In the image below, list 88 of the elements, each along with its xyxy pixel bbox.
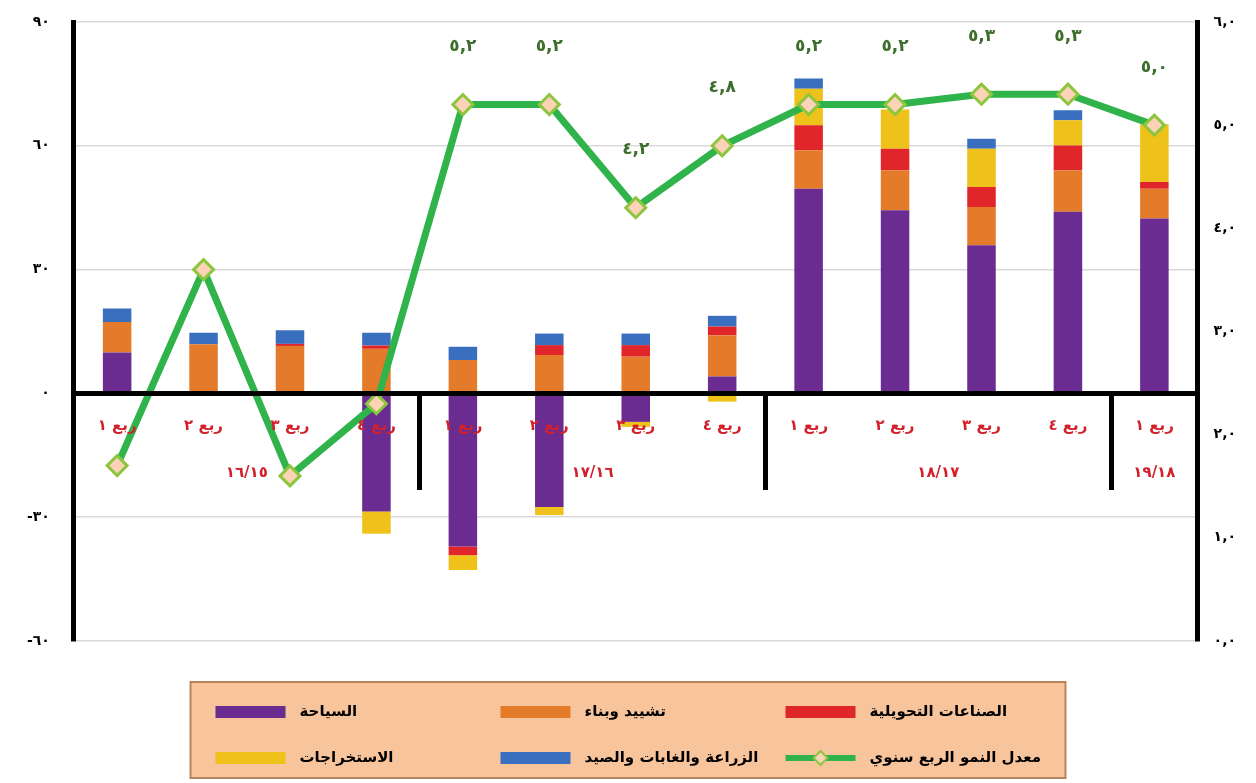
x-tick-label: ربع ١ xyxy=(1134,416,1174,435)
data-label: ٥,٠ xyxy=(1140,55,1168,76)
x-tick-label: ربع ٤ xyxy=(1048,416,1088,435)
bar xyxy=(448,346,478,360)
bar xyxy=(967,138,996,149)
y-tick-label: ٩٠ xyxy=(32,12,50,29)
bar xyxy=(275,330,305,344)
y2-tick-label: ٠,٠ xyxy=(1213,631,1237,648)
annotation: ١٧/١٦ xyxy=(571,463,614,482)
bar xyxy=(621,333,651,346)
bar xyxy=(707,326,737,336)
bar xyxy=(1140,218,1169,393)
bar xyxy=(707,335,737,377)
bar xyxy=(967,187,996,207)
x-tick-label: ربع ٢ xyxy=(875,416,915,435)
y-tick-label: -٣٠ xyxy=(26,507,50,524)
x-tick-label: ربع ٢ xyxy=(184,416,224,435)
bar xyxy=(967,206,996,246)
legend-label: السياحة xyxy=(299,701,358,720)
bar xyxy=(535,333,564,346)
data-label: ٥,٢ xyxy=(881,34,910,55)
bar xyxy=(102,352,132,393)
bar xyxy=(275,343,305,346)
bar xyxy=(707,315,737,327)
bar xyxy=(448,546,478,556)
bar xyxy=(1140,188,1169,219)
bar xyxy=(1053,120,1083,146)
bar xyxy=(1053,170,1083,212)
bar xyxy=(880,109,910,149)
bar xyxy=(621,356,651,393)
bar xyxy=(880,170,910,211)
bar xyxy=(707,376,737,393)
data-label: ٥,٢ xyxy=(449,34,478,55)
y2-tick-label: ١,٠ xyxy=(1213,528,1237,545)
bar xyxy=(794,78,823,89)
bar xyxy=(1053,110,1083,121)
bar xyxy=(1140,124,1169,183)
bar xyxy=(1140,182,1169,189)
legend-label: الاستخراجات xyxy=(299,747,394,766)
bar xyxy=(102,308,132,323)
bar xyxy=(362,332,391,346)
bar xyxy=(189,344,218,393)
bar xyxy=(535,355,564,393)
bar xyxy=(448,555,478,571)
bar xyxy=(621,345,651,357)
y-tick-label: ٠ xyxy=(41,384,50,401)
bar xyxy=(794,125,823,151)
bar xyxy=(967,148,996,188)
data-label: ٥,٢ xyxy=(535,34,564,55)
bar xyxy=(535,345,564,356)
y-tick-label: -٦٠ xyxy=(26,631,50,648)
y-tick-label: ٣٠ xyxy=(32,260,50,277)
bar xyxy=(362,511,391,534)
x-tick-label: ربع ٣ xyxy=(962,416,1001,435)
data-label: ٤,٨ xyxy=(708,76,737,97)
bar xyxy=(1053,145,1083,171)
x-tick-label: ربع ٤ xyxy=(702,416,742,435)
y2-tick-label: ٢,٠ xyxy=(1213,425,1237,442)
bar xyxy=(880,148,910,171)
bar xyxy=(621,394,651,422)
data-label: ٥,٢ xyxy=(795,34,823,55)
bar xyxy=(880,210,910,393)
data-label: ٤,٢ xyxy=(622,138,650,159)
bar xyxy=(794,150,823,189)
legend-label: معدل النمو الربع سنوي xyxy=(869,747,1041,767)
bar xyxy=(448,359,478,393)
bar xyxy=(1053,211,1083,393)
annotation: ١٦/١٥ xyxy=(225,463,268,482)
x-tick-label: ربع ٣ xyxy=(270,416,310,435)
bar xyxy=(967,245,996,393)
legend-label: الصناعات التحويلية xyxy=(869,701,1008,720)
data-label: ٥,٣ xyxy=(967,24,996,45)
legend-label: تشييد وبناء xyxy=(584,701,666,720)
bar xyxy=(189,332,218,345)
y2-tick-label: ٥,٠ xyxy=(1213,115,1237,132)
annotation: ١٨/١٧ xyxy=(917,463,960,482)
y-tick-label: ٦٠ xyxy=(32,136,50,153)
legend-label: الزراعة والغابات والصيد xyxy=(584,747,759,766)
data-label: ٥,٣ xyxy=(1054,24,1083,45)
y2-tick-label: ٣,٠ xyxy=(1213,322,1237,339)
bar xyxy=(275,345,305,393)
y2-tick-label: ٦,٠ xyxy=(1213,12,1237,29)
annotation: ١٩/١٨ xyxy=(1133,463,1176,482)
y2-tick-label: ٤,٠ xyxy=(1213,218,1237,235)
x-tick-label: ربع ١ xyxy=(789,416,829,435)
bar xyxy=(535,506,564,516)
bar xyxy=(102,322,132,353)
bar xyxy=(794,188,823,393)
